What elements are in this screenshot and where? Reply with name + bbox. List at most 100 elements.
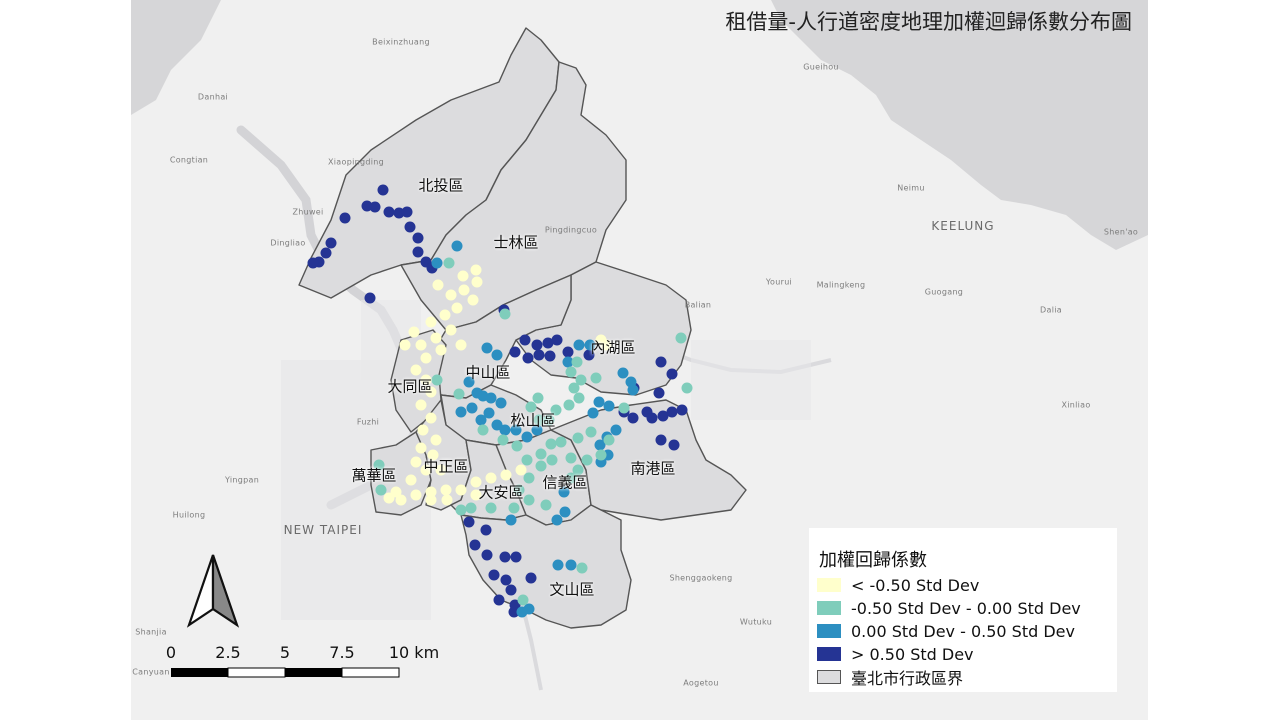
district-label-wanhua: 萬華區: [351, 466, 397, 485]
station-marker-mid-low: [455, 504, 467, 516]
place-label-danhai: Danhai: [197, 92, 229, 102]
station-marker-high: [463, 516, 475, 528]
station-marker-low: [410, 489, 422, 501]
station-marker-low: [500, 469, 512, 481]
scale-bar: [171, 667, 400, 678]
station-marker-low: [420, 374, 432, 386]
district-label-xinyi: 信義區: [542, 473, 588, 492]
station-marker-mid-high: [610, 424, 622, 436]
place-label-shenggaokeng: Shenggaokeng: [669, 573, 733, 583]
place-label-neimu: Neimu: [897, 183, 925, 193]
station-marker-mid-low: [565, 472, 577, 484]
legend-item-mid-low: -0.50 Std Dev - 0.00 Std Dev: [817, 597, 1081, 619]
station-marker-low: [595, 334, 607, 346]
station-marker-mid-high: [562, 356, 574, 368]
station-marker-high: [325, 237, 337, 249]
station-marker-mid-low: [373, 459, 385, 471]
station-marker-mid-high: [603, 400, 615, 412]
station-marker-mid-high: [593, 396, 605, 408]
station-marker-low: [467, 294, 479, 306]
station-marker-high: [510, 551, 522, 563]
station-marker-high: [522, 352, 534, 364]
station-marker-low: [410, 364, 422, 376]
station-marker-low: [515, 464, 527, 476]
station-marker-mid-low: [497, 434, 509, 446]
station-marker-mid-low: [563, 399, 575, 411]
station-marker-mid-low: [485, 502, 497, 514]
station-marker-mid-high: [573, 339, 585, 351]
station-marker-mid-low: [581, 454, 593, 466]
points-layer: [307, 184, 693, 618]
place-label-yingpan: Yingpan: [224, 475, 260, 485]
station-marker-mid-high: [491, 349, 503, 361]
station-marker-high: [646, 412, 658, 424]
legend: 加權回歸係數 < -0.50 Std Dev -0.50 Std Dev - 0…: [809, 528, 1117, 692]
legend-item-high: > 0.50 Std Dev: [817, 643, 974, 665]
station-marker-mid-high: [551, 514, 563, 526]
station-marker-low: [432, 279, 444, 291]
station-marker-mid-high: [552, 559, 564, 571]
station-marker-mid-low: [590, 372, 602, 384]
station-marker-mid-low: [525, 401, 537, 413]
station-marker-low: [455, 484, 467, 496]
station-marker-high: [666, 368, 678, 380]
station-marker-low: [457, 270, 469, 282]
station-marker-high: [551, 334, 563, 346]
sea-left: [131, 0, 221, 115]
station-marker-mid-low: [532, 392, 544, 404]
north-arrow-icon: [186, 554, 240, 628]
place-label-zhuwei: Zhuwei: [292, 207, 324, 217]
station-marker-mid-low: [375, 484, 387, 496]
station-marker-mid-high: [505, 514, 517, 526]
station-marker-mid-low: [508, 502, 520, 514]
district-label-daan: 大安區: [478, 483, 524, 502]
station-marker-high: [493, 594, 505, 606]
station-marker-high: [505, 584, 517, 596]
map-canvas[interactable]: [131, 0, 1148, 720]
station-marker-mid-low: [513, 484, 525, 496]
station-marker-mid-high: [483, 407, 495, 419]
map-frame[interactable]: Beixinzhuang Danhai Congtian Xiaopingdin…: [131, 0, 1148, 720]
station-marker-high: [369, 201, 381, 213]
station-marker-mid-high: [491, 419, 503, 431]
station-marker-mid-high: [516, 606, 528, 618]
station-marker-high: [469, 539, 481, 551]
place-label-canyuan: Canyuan: [132, 667, 170, 677]
district-label-zhongzheng: 中正區: [423, 457, 469, 476]
place-label-malingkeng: Malingkeng: [816, 280, 866, 290]
station-marker-mid-low: [499, 308, 511, 320]
station-marker-mid-high: [521, 431, 533, 443]
station-marker-mid-high: [531, 424, 543, 436]
place-label-wutuku: Wutuku: [739, 617, 773, 627]
station-marker-low: [425, 494, 437, 506]
station-marker-low: [415, 399, 427, 411]
station-marker-mid-low: [555, 436, 567, 448]
station-marker-mid-high: [451, 240, 463, 252]
place-label-new-taipei: NEW TAIPEI: [283, 523, 363, 537]
station-marker-mid-low: [603, 434, 615, 446]
station-marker-mid-low: [540, 499, 552, 511]
place-label-fuzhi: Fuzhi: [356, 417, 380, 427]
station-marker-high: [583, 349, 595, 361]
station-marker-mid-low: [675, 332, 687, 344]
station-marker-mid-low: [681, 382, 693, 394]
station-marker-mid-low: [565, 366, 577, 378]
station-marker-high: [307, 257, 319, 269]
station-marker-mid-high: [466, 402, 478, 414]
station-marker-mid-high: [455, 406, 467, 418]
district-label-shilin: 士林區: [493, 233, 539, 252]
station-marker-mid-low: [585, 426, 597, 438]
place-label-dalia: Dalia: [1040, 305, 1062, 315]
station-marker-low: [415, 442, 427, 454]
station-marker-low: [458, 284, 470, 296]
station-marker-low: [425, 386, 437, 398]
station-marker-mid-low: [545, 438, 557, 450]
station-marker-mid-low: [431, 374, 443, 386]
station-marker-high: [544, 350, 556, 362]
station-marker-high: [509, 346, 521, 358]
station-marker-mid-high: [463, 376, 475, 388]
station-marker-mid-low: [550, 404, 562, 416]
place-label-congtian: Congtian: [169, 155, 209, 165]
station-marker-mid-high: [565, 559, 577, 571]
scale-tick-0: 0: [165, 643, 177, 662]
